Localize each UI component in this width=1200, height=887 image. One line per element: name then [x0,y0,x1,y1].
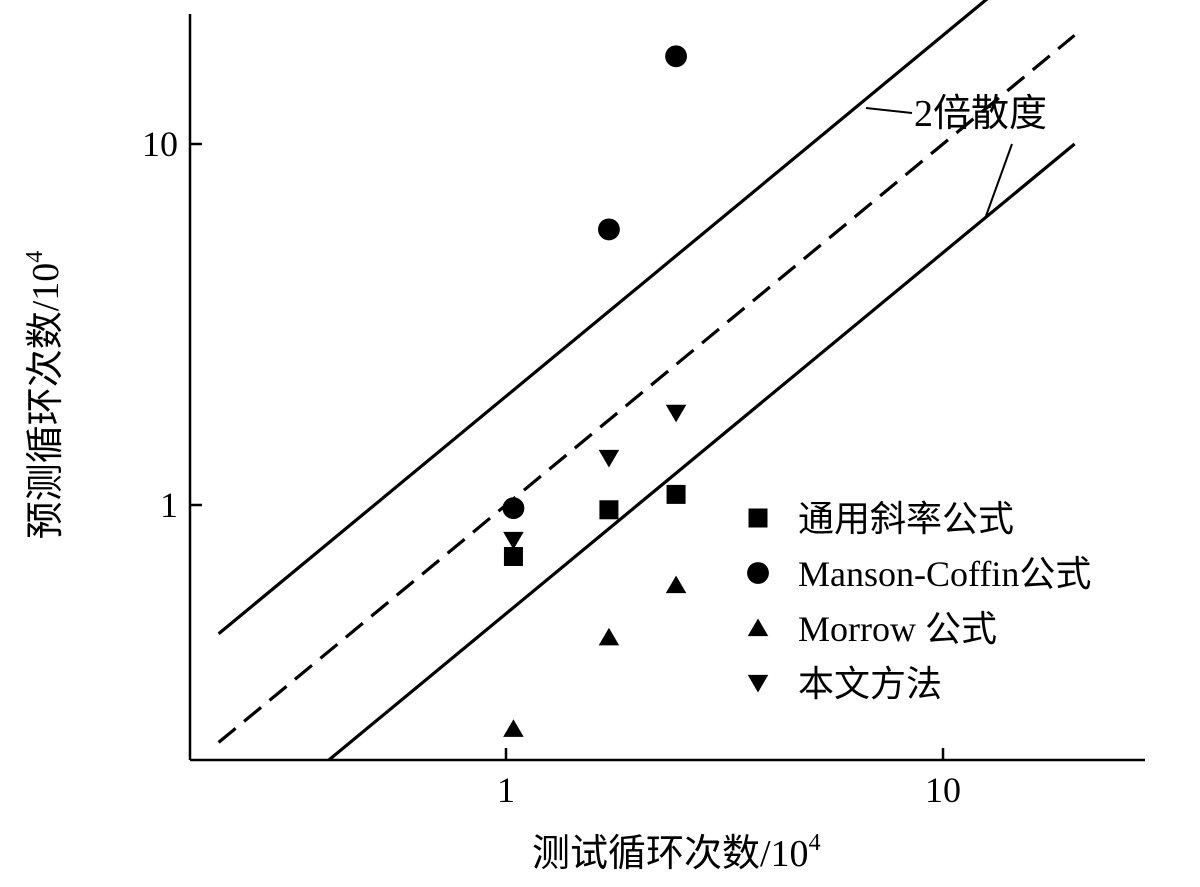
legend-label: Manson-Coffin公式 [798,554,1091,594]
x-axis-label-exponent: 4 [809,830,821,856]
legend-marker-circle [747,562,769,584]
legend-marker-square [748,508,768,528]
legend-label: 通用斜率公式 [798,499,1014,539]
data-point-triangle-down [665,404,687,423]
x-axis-label: 测试循环次数/104 [532,830,821,875]
y-axis-label-exponent: 4 [22,251,48,263]
axis-ticks: 1 10 1 10 [142,124,961,810]
reference-line-identity [217,34,1076,744]
data-point-square [599,500,619,520]
data-point-circle [665,45,687,68]
y-tick-label: 1 [160,485,178,525]
reference-line-lower-bound [326,142,1076,760]
legend-label: Morrow 公式 [798,609,997,649]
data-point-triangle-down [503,531,524,550]
data-point-triangle-up [598,627,620,646]
data-point-square [503,547,523,567]
x-tick-label: 1 [497,770,515,810]
legend-marker-triangle-down [747,674,769,693]
legend-marker-triangle-up [747,618,769,637]
data-point-circle [598,218,620,241]
annotation-label: 2倍散度 [914,93,1047,135]
reference-line-upper-bound [217,0,989,635]
y-tick-label: 10 [142,124,178,164]
data-point-triangle-up [503,719,524,737]
y-axis-label: 预测循环次数/104 [22,251,67,540]
x-tick-label: 10 [925,770,961,810]
data-point-square [666,484,686,504]
annotation-leader-upper [865,107,913,114]
legend-label: 本文方法 [798,664,942,704]
reference-lines [217,0,1076,760]
data-point-triangle-down [598,449,620,468]
data-markers [502,45,687,737]
data-point-triangle-up [665,575,687,594]
dispersion-annotation: 2倍散度 [865,93,1047,217]
annotation-leader-lower [985,143,1013,217]
data-point-circle [502,497,525,520]
